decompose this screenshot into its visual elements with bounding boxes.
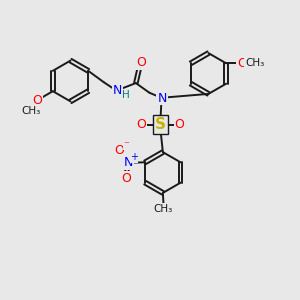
Text: +: + <box>130 152 138 163</box>
Text: CH₃: CH₃ <box>154 203 173 214</box>
Text: O: O <box>174 118 184 131</box>
Text: O: O <box>32 94 42 107</box>
Text: N: N <box>124 156 134 170</box>
Text: N: N <box>157 92 167 105</box>
Text: CH₃: CH₃ <box>22 106 41 116</box>
Text: O: O <box>32 94 42 107</box>
Text: S: S <box>155 117 166 132</box>
Text: CH₃: CH₃ <box>245 58 264 68</box>
Text: methoxy: methoxy <box>14 105 60 115</box>
Text: H: H <box>122 90 130 100</box>
Text: O: O <box>237 57 247 70</box>
Text: O: O <box>136 56 146 70</box>
Text: O: O <box>114 144 124 157</box>
Text: O: O <box>121 172 130 185</box>
Text: N: N <box>113 84 123 97</box>
Text: methoxy: methoxy <box>14 106 60 116</box>
Text: O: O <box>136 118 146 131</box>
Text: ⁻: ⁻ <box>123 140 129 150</box>
